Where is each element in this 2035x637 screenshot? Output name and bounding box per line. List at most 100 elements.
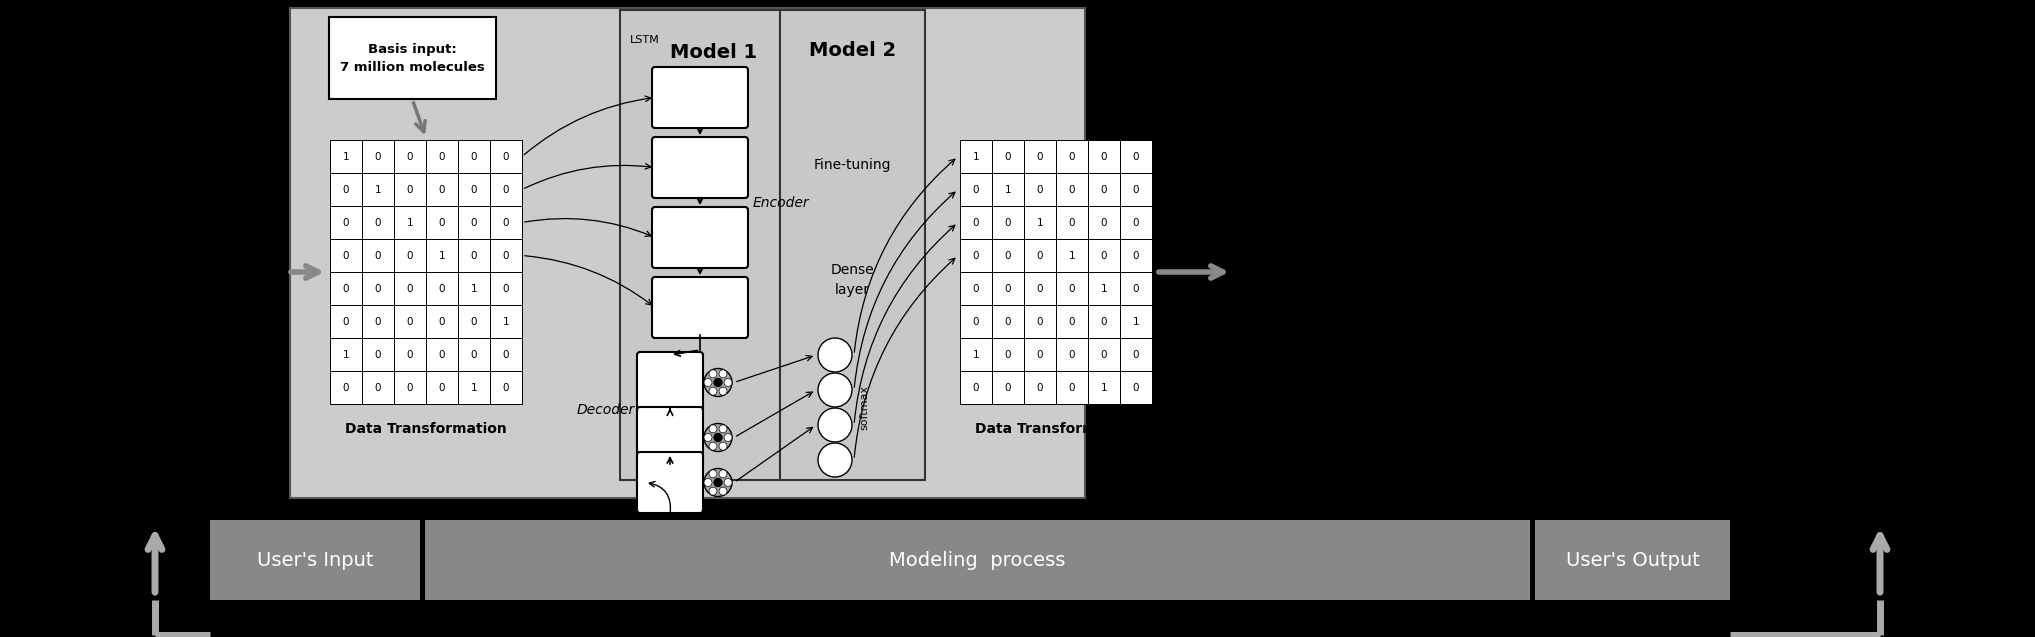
Bar [425, 140, 458, 173]
Bar [961, 305, 991, 338]
Bar [425, 173, 458, 206]
Text: 0: 0 [1133, 382, 1140, 392]
Text: 0: 0 [374, 317, 381, 327]
Text: 0: 0 [1101, 317, 1107, 327]
Bar [1089, 206, 1119, 239]
Text: User's Output: User's Output [1565, 550, 1699, 569]
Bar [330, 371, 362, 404]
Bar [1024, 305, 1056, 338]
Text: 0: 0 [973, 317, 979, 327]
Bar [1024, 140, 1056, 173]
Circle shape [724, 434, 733, 441]
Bar [1089, 305, 1119, 338]
Circle shape [714, 478, 722, 487]
Text: Basis input:
7 million molecules: Basis input: 7 million molecules [340, 43, 484, 73]
Circle shape [818, 443, 853, 477]
Text: 0: 0 [1068, 317, 1074, 327]
Text: Model 1: Model 1 [670, 43, 757, 62]
Bar [362, 206, 395, 239]
Bar [1024, 173, 1056, 206]
Text: 0: 0 [440, 217, 446, 227]
Bar [991, 272, 1024, 305]
FancyBboxPatch shape [637, 452, 702, 513]
Bar [210, 520, 419, 600]
Circle shape [718, 442, 726, 450]
Bar [1119, 173, 1152, 206]
Text: 0: 0 [503, 217, 509, 227]
Text: 0: 0 [973, 382, 979, 392]
Circle shape [718, 387, 726, 395]
Text: 0: 0 [407, 382, 413, 392]
Bar [961, 140, 991, 173]
Bar [1089, 338, 1119, 371]
Text: 0: 0 [1036, 152, 1044, 162]
Text: 1: 1 [407, 217, 413, 227]
Text: 0: 0 [440, 283, 446, 294]
Text: Model 2: Model 2 [810, 41, 895, 59]
Text: Decoder: Decoder [576, 403, 635, 417]
Bar [991, 206, 1024, 239]
Bar [458, 272, 490, 305]
Text: Modeling  process: Modeling process [889, 550, 1066, 569]
Bar [395, 338, 425, 371]
Text: 1: 1 [1101, 382, 1107, 392]
Circle shape [818, 408, 853, 442]
Text: 0: 0 [374, 217, 381, 227]
Text: 0: 0 [1036, 350, 1044, 359]
Bar [330, 305, 362, 338]
Circle shape [724, 478, 733, 487]
Bar [425, 206, 458, 239]
Text: 0: 0 [374, 250, 381, 261]
Bar [425, 239, 458, 272]
Text: 1: 1 [1101, 283, 1107, 294]
Bar [362, 239, 395, 272]
Circle shape [718, 425, 726, 433]
Bar [1056, 239, 1089, 272]
Bar [330, 338, 362, 371]
Bar [458, 173, 490, 206]
Bar [330, 239, 362, 272]
Text: 1: 1 [342, 350, 350, 359]
Text: 0: 0 [470, 152, 478, 162]
Text: 0: 0 [407, 317, 413, 327]
Text: 0: 0 [503, 152, 509, 162]
Text: 0: 0 [1005, 283, 1011, 294]
Bar [1089, 140, 1119, 173]
Bar [362, 272, 395, 305]
Bar [1119, 272, 1152, 305]
Bar [1119, 206, 1152, 239]
Circle shape [704, 378, 712, 387]
FancyBboxPatch shape [651, 137, 749, 198]
Bar [1056, 206, 1089, 239]
Bar [621, 10, 779, 480]
Bar [1089, 272, 1119, 305]
Bar [961, 272, 991, 305]
Bar [362, 305, 395, 338]
FancyBboxPatch shape [637, 407, 702, 468]
Text: 0: 0 [1036, 185, 1044, 194]
Text: 0: 0 [342, 217, 350, 227]
Bar [362, 338, 395, 371]
Bar [961, 338, 991, 371]
Text: Dense
layer: Dense layer [830, 263, 875, 297]
Bar [1024, 272, 1056, 305]
Bar [1089, 173, 1119, 206]
Text: 0: 0 [407, 185, 413, 194]
Text: 0: 0 [1005, 217, 1011, 227]
Bar [395, 239, 425, 272]
Text: 0: 0 [503, 185, 509, 194]
Bar [458, 305, 490, 338]
Text: 0: 0 [1005, 250, 1011, 261]
Bar [991, 140, 1024, 173]
Circle shape [718, 370, 726, 378]
Text: 0: 0 [1068, 382, 1074, 392]
Text: 1: 1 [342, 152, 350, 162]
Bar [961, 239, 991, 272]
Text: 0: 0 [1133, 250, 1140, 261]
Circle shape [718, 470, 726, 478]
Text: 0: 0 [1068, 350, 1074, 359]
Text: 0: 0 [1036, 283, 1044, 294]
Text: 0: 0 [1036, 317, 1044, 327]
Text: 0: 0 [470, 185, 478, 194]
Text: Data Transformation: Data Transformation [975, 422, 1138, 436]
